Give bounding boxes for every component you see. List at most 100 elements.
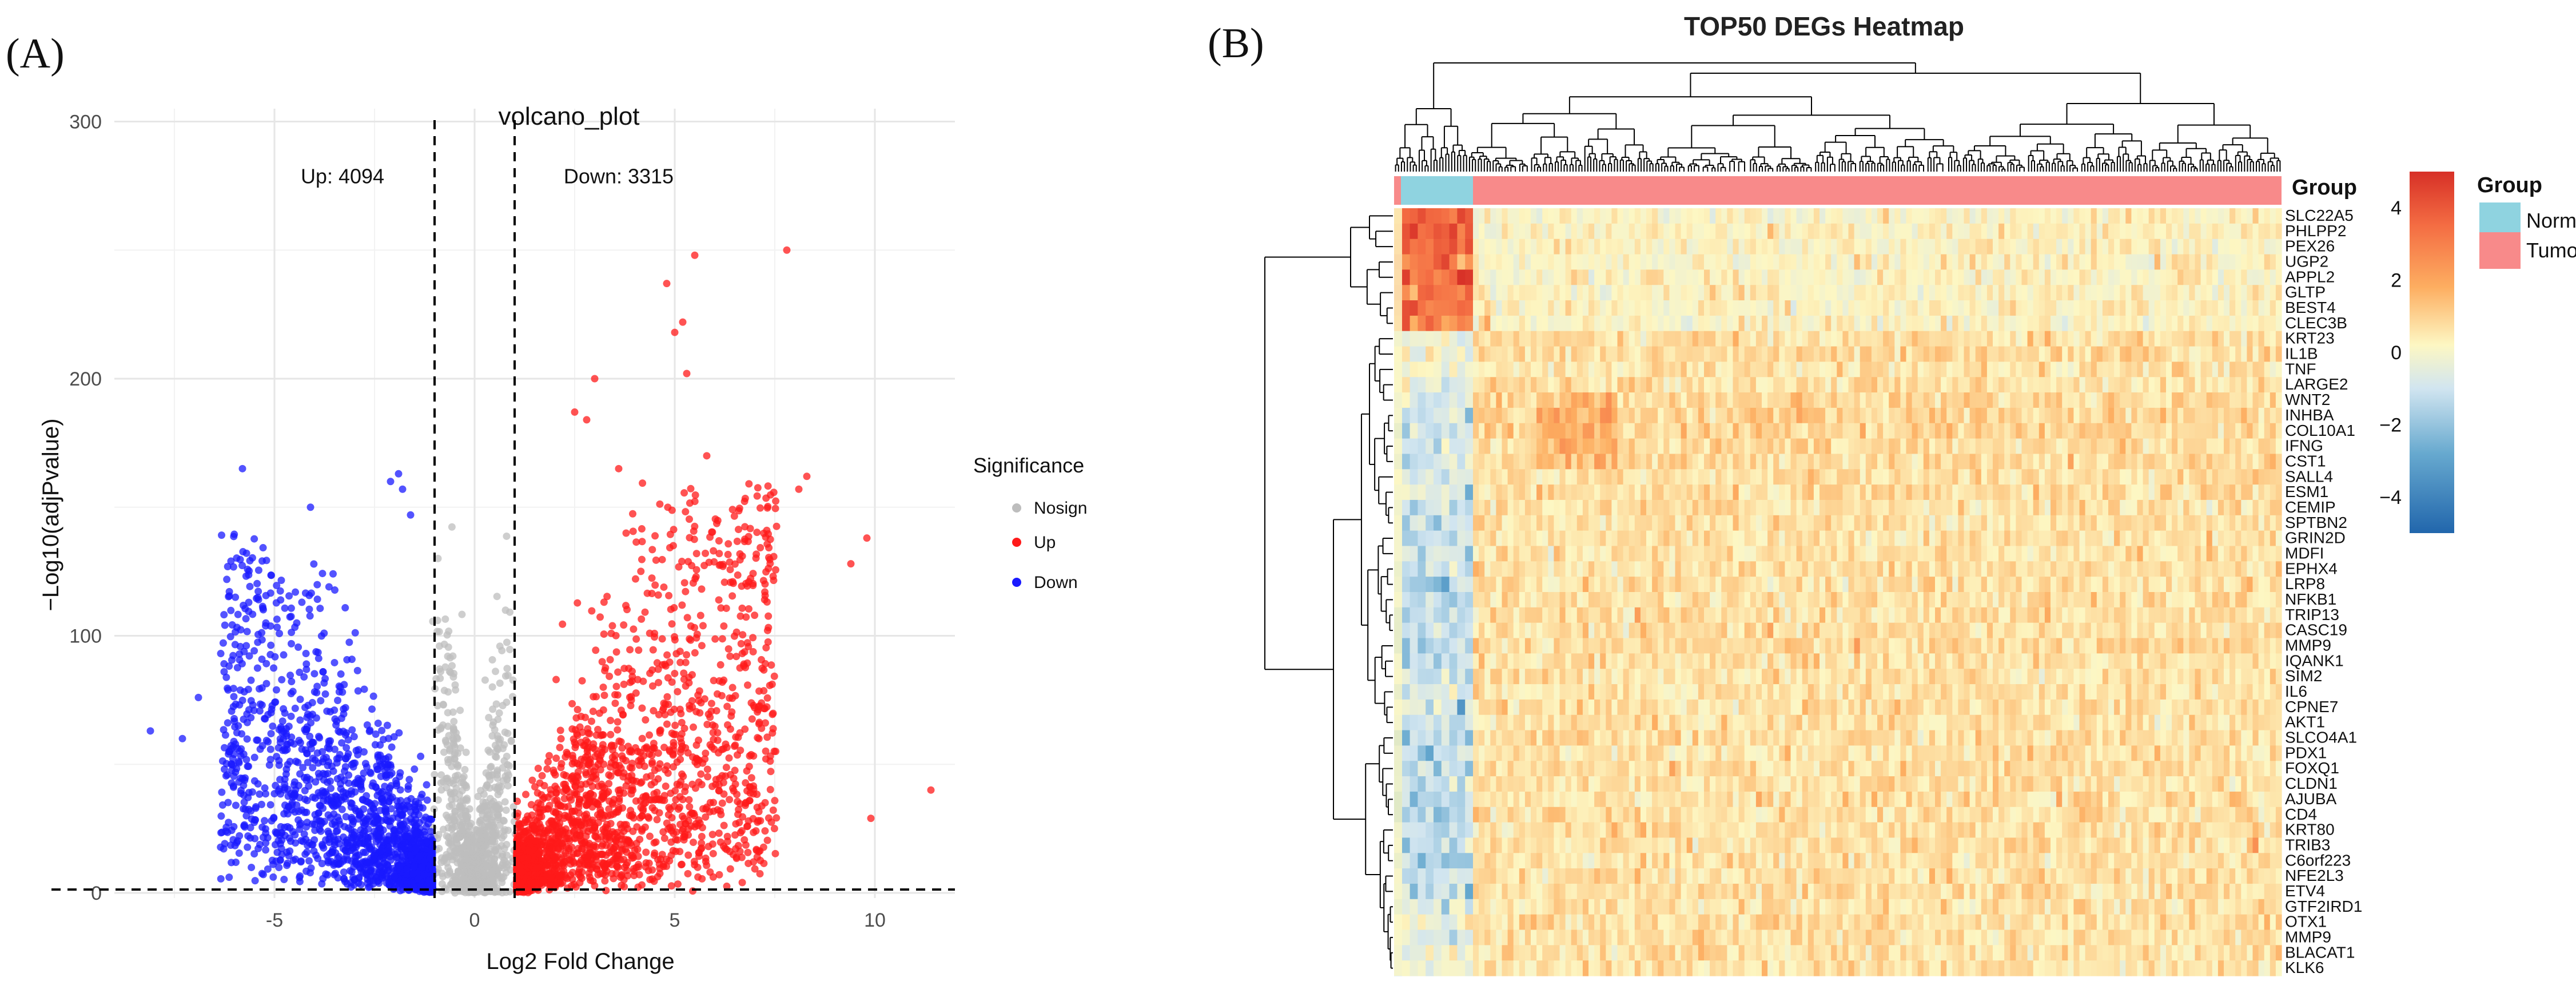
- up-point: [624, 872, 632, 880]
- up-point: [726, 558, 734, 566]
- down-point: [423, 781, 431, 789]
- down-point: [361, 760, 369, 768]
- up-point: [596, 613, 604, 621]
- up-point: [728, 506, 736, 514]
- up-point: [702, 749, 710, 757]
- down-point: [228, 621, 236, 629]
- down-point: [245, 762, 253, 770]
- up-point: [756, 870, 764, 878]
- down-point: [246, 582, 254, 590]
- down-point: [242, 615, 250, 623]
- nosign-point: [444, 643, 452, 651]
- down-point: [345, 638, 353, 646]
- nosign-point: [458, 610, 466, 618]
- x-tick-label: 10: [864, 909, 886, 931]
- down-point: [250, 535, 258, 543]
- up-point: [619, 710, 627, 718]
- up-point: [749, 634, 757, 642]
- down-point: [259, 606, 267, 614]
- down-point: [314, 733, 323, 741]
- down-point: [224, 828, 232, 836]
- down-point: [258, 869, 266, 877]
- down-point: [229, 783, 237, 791]
- down-point: [281, 775, 289, 783]
- nosign-point: [433, 617, 441, 625]
- up-point: [600, 630, 608, 638]
- up-point: [556, 859, 564, 867]
- up-point: [847, 560, 855, 568]
- nosign-point: [456, 706, 464, 714]
- nosign-point: [451, 742, 459, 750]
- up-point: [563, 884, 571, 892]
- down-point: [324, 769, 332, 777]
- nosign-point: [493, 804, 501, 812]
- up-point: [545, 752, 553, 760]
- up-point: [670, 738, 678, 746]
- y-tick-label: 200: [69, 368, 102, 390]
- up-point: [703, 452, 711, 460]
- up-point: [611, 843, 619, 851]
- nosign-point: [476, 817, 484, 825]
- up-point: [803, 472, 811, 480]
- down-point: [246, 557, 254, 565]
- down-point: [367, 769, 375, 777]
- down-point: [230, 693, 238, 701]
- nosign-point: [484, 746, 492, 754]
- up-point: [755, 720, 763, 728]
- down-point: [254, 594, 262, 602]
- up-point: [646, 731, 654, 739]
- up-point: [670, 526, 678, 534]
- down-point: [217, 875, 225, 883]
- down-point: [302, 867, 310, 875]
- up-point: [755, 734, 763, 742]
- up-point: [543, 861, 551, 869]
- up-point: [691, 649, 699, 657]
- down-point: [224, 563, 232, 571]
- up-point: [689, 723, 697, 731]
- up-point: [560, 803, 568, 811]
- down-point: [239, 548, 247, 556]
- nosign-point: [480, 848, 488, 856]
- up-point: [725, 754, 733, 762]
- down-point: [289, 828, 297, 836]
- up-point: [582, 769, 590, 777]
- down-point: [325, 740, 333, 748]
- down-point: [294, 643, 302, 651]
- up-point: [628, 764, 636, 772]
- down-point: [221, 731, 229, 739]
- up-point: [757, 656, 765, 664]
- down-point: [229, 685, 237, 693]
- nosign-point: [441, 736, 449, 744]
- up-point: [582, 780, 590, 788]
- up-point: [583, 416, 591, 424]
- down-point: [280, 875, 288, 883]
- up-point: [708, 840, 716, 848]
- up-point: [592, 646, 600, 654]
- up-point: [767, 661, 775, 669]
- volcano-y-label: −Log10(adjPvalue): [38, 419, 63, 611]
- down-point: [416, 804, 424, 812]
- up-point: [685, 515, 693, 523]
- up-point: [612, 631, 620, 640]
- up-point: [714, 736, 722, 744]
- up-point: [649, 646, 657, 654]
- up-point: [678, 601, 686, 609]
- down-point: [250, 647, 258, 655]
- up-point: [606, 656, 614, 664]
- up-point: [615, 806, 623, 814]
- down-point: [222, 772, 230, 780]
- up-point: [741, 523, 749, 531]
- down-point: [253, 664, 261, 672]
- down-point: [273, 848, 281, 856]
- down-point: [266, 589, 274, 597]
- down-point: [338, 805, 346, 813]
- up-point: [667, 789, 675, 797]
- up-point: [745, 480, 753, 488]
- up-point: [598, 658, 606, 666]
- up-point: [605, 771, 613, 779]
- down-point: [178, 734, 186, 742]
- up-point: [669, 542, 677, 550]
- down-point: [375, 823, 383, 831]
- up-point: [625, 837, 633, 845]
